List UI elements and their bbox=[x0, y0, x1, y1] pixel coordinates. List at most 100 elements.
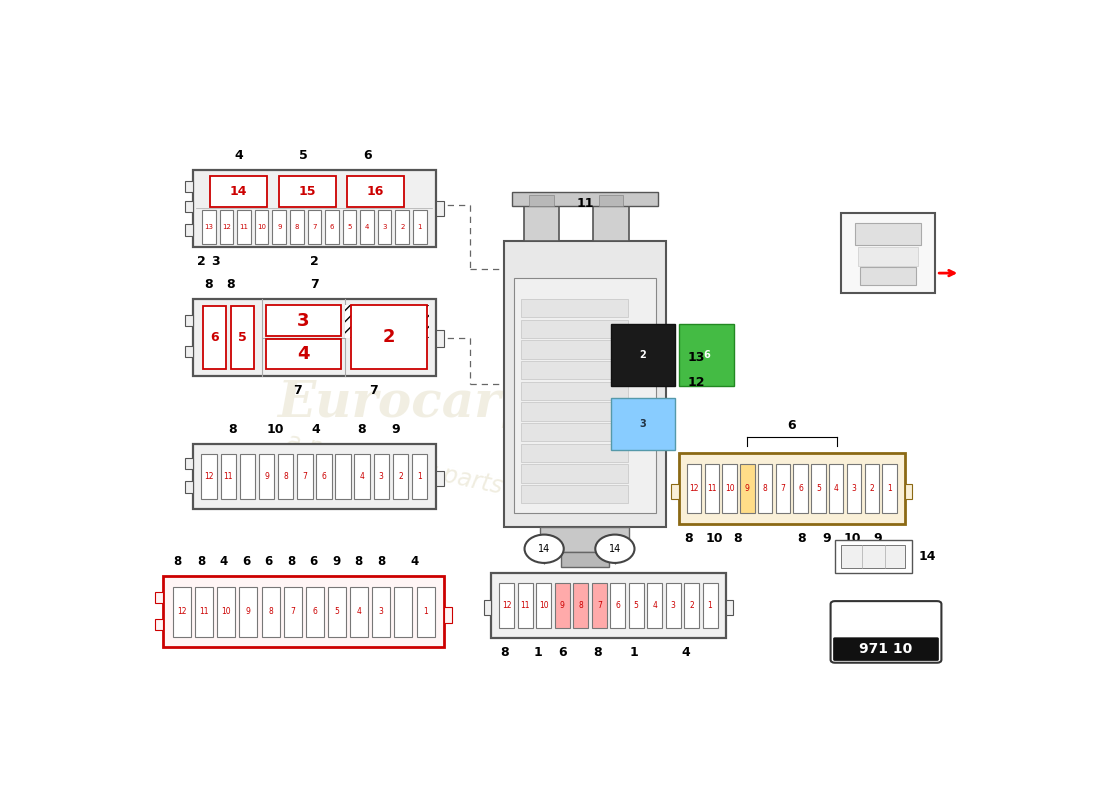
Bar bbox=[521, 443, 628, 462]
Bar bbox=[726, 600, 734, 615]
Bar bbox=[238, 210, 251, 244]
Text: 10: 10 bbox=[267, 423, 284, 436]
Text: 6: 6 bbox=[330, 224, 334, 230]
Text: 11: 11 bbox=[707, 484, 716, 493]
Text: 4: 4 bbox=[682, 646, 690, 659]
Bar bbox=[679, 324, 734, 386]
Text: 14: 14 bbox=[918, 550, 936, 563]
Text: 1: 1 bbox=[418, 224, 422, 230]
Bar bbox=[343, 210, 356, 244]
Text: 9: 9 bbox=[264, 472, 270, 481]
Bar bbox=[529, 195, 553, 206]
Bar bbox=[686, 464, 701, 514]
Bar bbox=[266, 338, 341, 370]
Bar bbox=[513, 192, 658, 206]
Bar bbox=[195, 587, 213, 637]
Bar bbox=[776, 464, 790, 514]
Bar bbox=[316, 454, 332, 499]
Bar bbox=[610, 324, 674, 386]
Text: 6: 6 bbox=[264, 555, 273, 569]
Bar bbox=[354, 454, 370, 499]
Bar bbox=[210, 176, 267, 207]
Bar bbox=[514, 278, 657, 513]
Bar bbox=[521, 361, 628, 379]
Text: 10: 10 bbox=[705, 532, 723, 545]
Text: Eurocarparts: Eurocarparts bbox=[277, 379, 646, 429]
Text: 12: 12 bbox=[177, 607, 187, 616]
Text: 8: 8 bbox=[579, 602, 583, 610]
Text: 5: 5 bbox=[299, 149, 308, 162]
Bar bbox=[278, 454, 294, 499]
FancyBboxPatch shape bbox=[830, 601, 942, 662]
Text: 1: 1 bbox=[630, 646, 639, 659]
Text: 6: 6 bbox=[363, 149, 372, 162]
Bar bbox=[411, 454, 428, 499]
Bar bbox=[840, 213, 935, 293]
Bar bbox=[829, 464, 844, 514]
Bar bbox=[436, 201, 443, 216]
Bar bbox=[499, 583, 515, 628]
Bar bbox=[279, 176, 337, 207]
Bar bbox=[185, 315, 192, 326]
Text: 8: 8 bbox=[354, 555, 363, 569]
Text: 16: 16 bbox=[367, 185, 384, 198]
Text: 10: 10 bbox=[844, 532, 861, 545]
Bar bbox=[155, 592, 163, 603]
Bar bbox=[328, 587, 346, 637]
Text: 6: 6 bbox=[799, 484, 803, 493]
Bar bbox=[484, 600, 492, 615]
Text: 9: 9 bbox=[332, 555, 340, 569]
Bar bbox=[882, 464, 896, 514]
Bar bbox=[521, 402, 628, 421]
Bar bbox=[348, 176, 405, 207]
Text: 12: 12 bbox=[503, 602, 512, 610]
Bar bbox=[521, 299, 628, 318]
Bar bbox=[336, 454, 351, 499]
Bar bbox=[865, 464, 879, 514]
Text: 9: 9 bbox=[873, 532, 882, 545]
Bar bbox=[573, 583, 588, 628]
Bar bbox=[185, 346, 192, 357]
Text: 9: 9 bbox=[823, 532, 832, 545]
Text: 4: 4 bbox=[360, 472, 365, 481]
Text: 4: 4 bbox=[297, 345, 310, 363]
Text: 6: 6 bbox=[321, 472, 327, 481]
Bar bbox=[262, 587, 279, 637]
Text: 8: 8 bbox=[499, 646, 508, 659]
Circle shape bbox=[525, 534, 563, 563]
Bar bbox=[192, 170, 436, 247]
Text: 4: 4 bbox=[410, 555, 419, 569]
Text: 8: 8 bbox=[229, 423, 238, 436]
Bar bbox=[163, 577, 444, 647]
Bar bbox=[554, 583, 570, 628]
Bar bbox=[859, 267, 916, 285]
Text: 2: 2 bbox=[310, 255, 319, 268]
Text: 4: 4 bbox=[834, 484, 838, 493]
Text: 13: 13 bbox=[688, 351, 705, 364]
Bar bbox=[842, 545, 905, 568]
Bar bbox=[220, 210, 233, 244]
Text: 12: 12 bbox=[688, 376, 705, 389]
Text: 11: 11 bbox=[576, 197, 594, 210]
Text: 6: 6 bbox=[703, 350, 710, 360]
Text: 14: 14 bbox=[230, 185, 248, 198]
Text: 11: 11 bbox=[520, 602, 530, 610]
Text: 13: 13 bbox=[205, 224, 213, 230]
Text: 1: 1 bbox=[707, 602, 713, 610]
Text: 7: 7 bbox=[293, 384, 301, 398]
Text: 1: 1 bbox=[424, 607, 428, 616]
Bar bbox=[592, 583, 607, 628]
Bar bbox=[395, 587, 412, 637]
Text: 1: 1 bbox=[888, 484, 892, 493]
Bar bbox=[393, 454, 408, 499]
Text: 12: 12 bbox=[222, 224, 231, 230]
Text: 5: 5 bbox=[334, 607, 340, 616]
Bar bbox=[521, 423, 628, 442]
Text: 4: 4 bbox=[311, 423, 320, 436]
Text: 971 10: 971 10 bbox=[859, 642, 913, 656]
FancyBboxPatch shape bbox=[833, 638, 938, 661]
Bar bbox=[723, 464, 737, 514]
Text: 11: 11 bbox=[223, 472, 233, 481]
Bar bbox=[284, 587, 301, 637]
Text: 2: 2 bbox=[400, 224, 405, 230]
